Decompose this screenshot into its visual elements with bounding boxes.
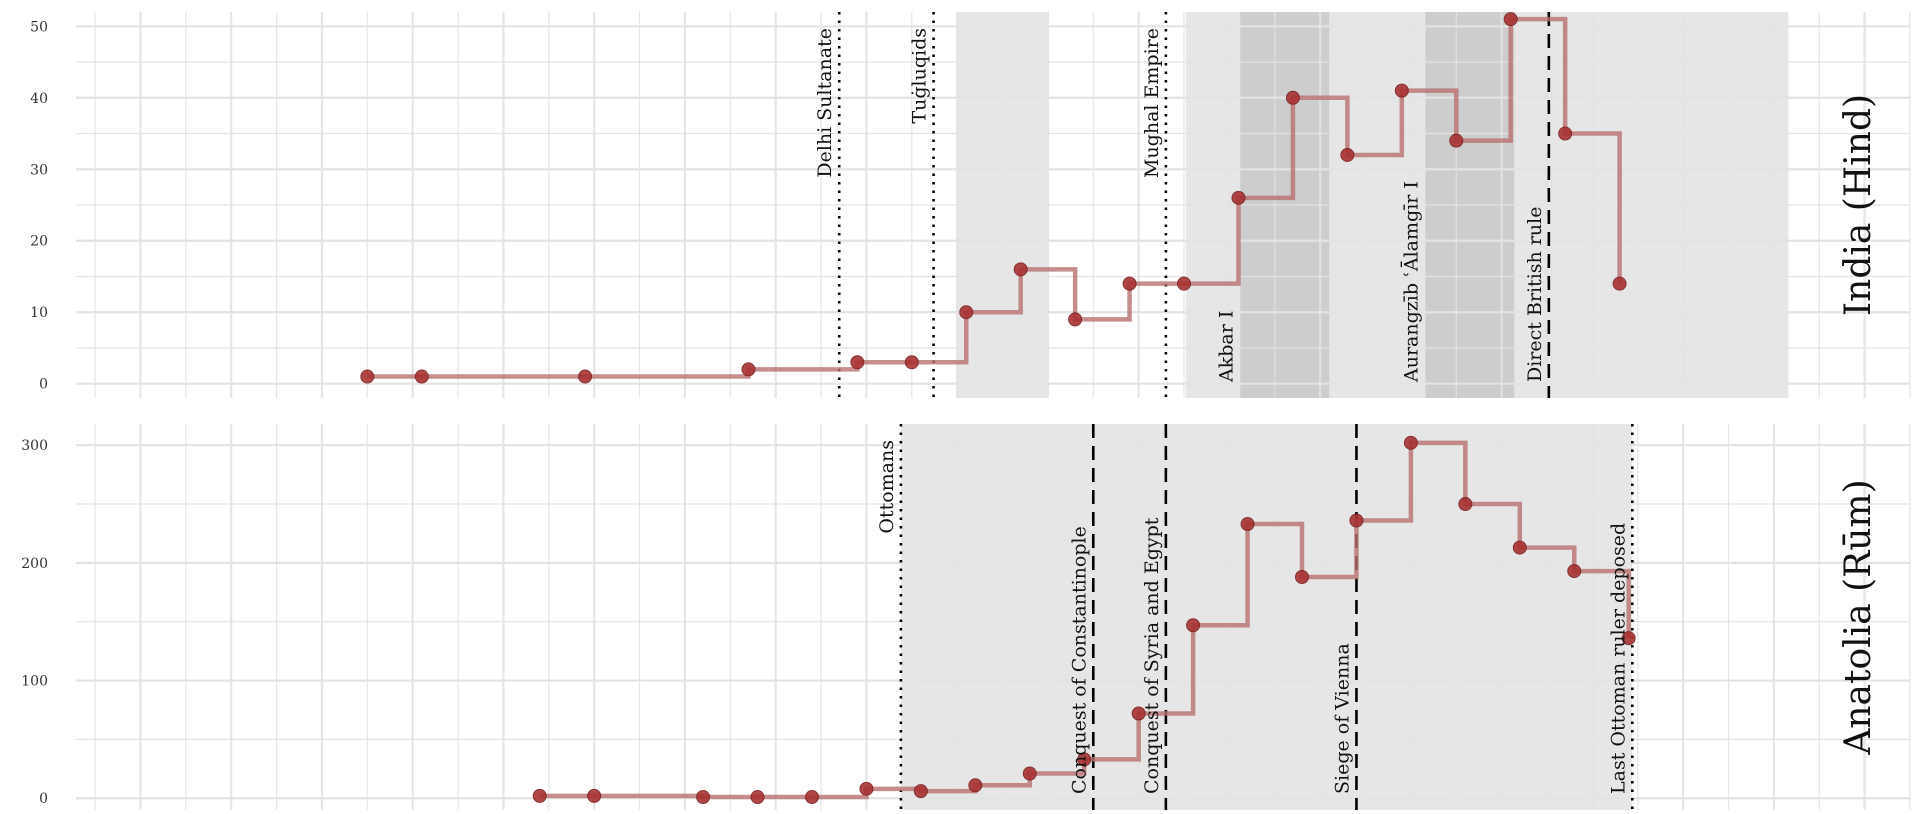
data-point [1612, 276, 1627, 291]
event-label: Siege of Vienna [1331, 643, 1353, 794]
data-point [1295, 569, 1309, 584]
data-point [1621, 631, 1636, 646]
data-point [750, 790, 765, 805]
data-point [1231, 190, 1246, 205]
data-point [850, 355, 865, 370]
data-point [1558, 126, 1573, 141]
data-point [1122, 276, 1137, 291]
event-label: Ottomans [876, 440, 898, 534]
y-tick-label: 10 [30, 305, 48, 321]
panel-anatolia: 0 100 200 300 Ottomans Conquest of Constantin… [21, 424, 1911, 810]
data-point [1349, 513, 1364, 528]
data-point [1567, 564, 1582, 579]
data-point [360, 369, 375, 384]
data-point [859, 781, 874, 796]
data-point [578, 369, 593, 384]
shaded-period [900, 424, 1633, 810]
data-point [913, 784, 928, 799]
data-point [1403, 435, 1418, 450]
event-label: Last Ottoman ruler deposed [1607, 523, 1629, 794]
strip-label: India (Hind) [1838, 94, 1879, 316]
data-point [959, 305, 974, 320]
data-point [804, 790, 819, 805]
data-point [1131, 706, 1146, 721]
data-point [1022, 766, 1037, 781]
event-label: Direct British rule [1524, 207, 1546, 382]
y-tick-label: 0 [39, 377, 48, 393]
series-step-line [539, 440, 1631, 800]
event-label: Tuġluqids [909, 28, 931, 124]
data-point [741, 362, 756, 377]
y-tick-label: 300 [21, 438, 48, 454]
data-point [1077, 752, 1092, 767]
data-point [1285, 90, 1300, 105]
event-label: Conquest of Syria and Egypt [1141, 517, 1163, 794]
y-tick-label: 20 [30, 234, 48, 250]
y-tick-label: 200 [21, 556, 48, 572]
panel-india: 0 10 20 30 40 50 Delhi Sultanate Tuġluqids Mugha… [30, 12, 1911, 398]
data-point [1186, 618, 1201, 633]
data-point [1068, 312, 1083, 327]
event-label: Conquest of Constantinople [1068, 526, 1090, 794]
data-point [532, 788, 547, 803]
data-point [1512, 540, 1527, 555]
data-point [1013, 262, 1028, 277]
data-point [414, 369, 429, 384]
y-tick-label: 0 [39, 791, 48, 807]
data-point [968, 778, 983, 793]
data-point [1340, 147, 1355, 162]
data-point [696, 790, 711, 805]
event-label: Akbar I [1215, 311, 1237, 383]
data-point [1394, 83, 1409, 98]
y-tick-label: 50 [30, 19, 48, 35]
event-label: Aurangzīb ʿĀlamgīr I [1399, 181, 1422, 383]
event-label: Delhi Sultanate [814, 28, 836, 178]
y-tick-label: 100 [21, 674, 48, 690]
y-tick-label: 30 [30, 162, 48, 178]
y-tick-label: 40 [30, 91, 48, 107]
data-point [1458, 497, 1473, 512]
strip-label: Anatolia (Rūm) [1838, 479, 1879, 755]
data-point [1449, 133, 1464, 148]
event-label: Mughal Empire [1141, 28, 1163, 178]
data-point [1503, 12, 1518, 27]
data-point [1240, 517, 1255, 532]
data-point [904, 355, 919, 370]
data-point [1177, 276, 1192, 291]
data-point [587, 788, 602, 803]
